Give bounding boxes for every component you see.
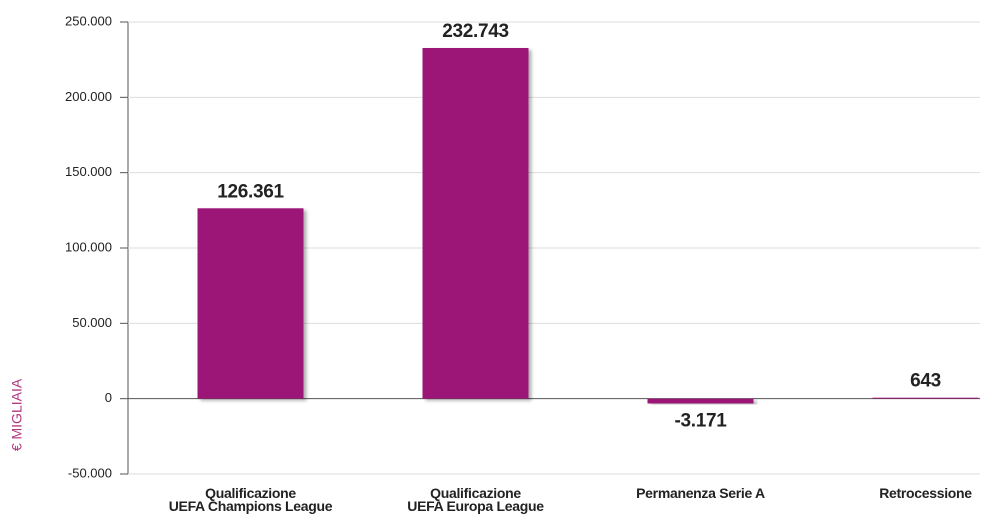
y-tick-label: 100.000 (65, 239, 112, 254)
value-label: 232.743 (442, 21, 509, 42)
value-label: 126.361 (217, 181, 284, 202)
x-tick-label: Retrocessione (879, 485, 972, 501)
bar (872, 397, 979, 399)
bar (197, 208, 304, 399)
value-label: -3.171 (674, 410, 727, 431)
x-tick-label: Qualificazione UEFA Europa League (407, 485, 544, 514)
bar (422, 48, 529, 399)
value-label: 643 (910, 371, 941, 392)
y-tick-label: 200.000 (65, 89, 112, 104)
x-tick-label: Permanenza Serie A (636, 485, 765, 501)
y-tick-label: 0 (105, 390, 112, 405)
y-axis-label: € MIGLIAIA (9, 378, 25, 451)
y-tick-label: 50.000 (72, 315, 112, 330)
x-tick-label: Qualificazione UEFA Champions League (168, 485, 333, 514)
y-tick-label: 150.000 (65, 164, 112, 179)
y-tick-label: 250.000 (65, 13, 112, 28)
y-tick-label: -50.000 (68, 465, 112, 480)
bar (647, 398, 754, 404)
